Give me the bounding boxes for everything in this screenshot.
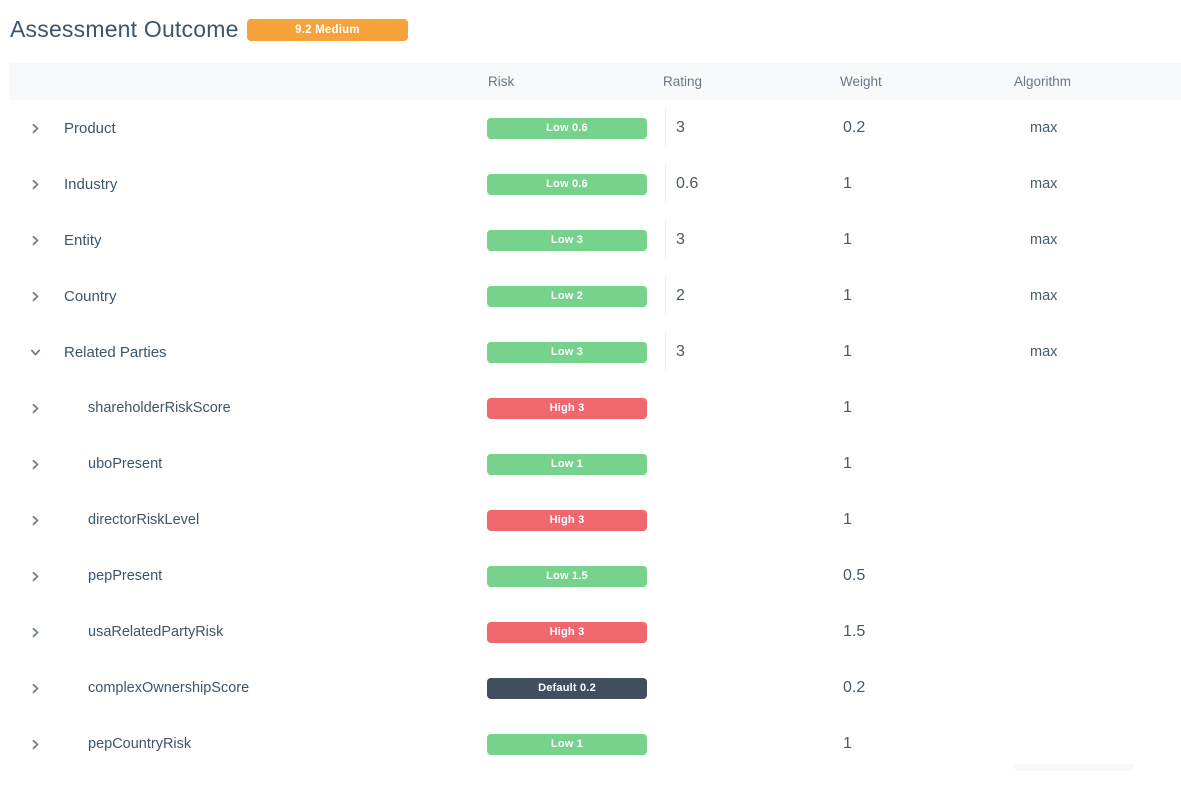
row-label: pepCountryRisk [88, 736, 192, 752]
table-row[interactable]: Entity Low 3 3 1 max [0, 212, 1181, 268]
row-label: Country [64, 287, 117, 305]
table-row[interactable]: Country Low 2 2 1 max [0, 268, 1181, 324]
expand-chevron-icon[interactable] [28, 345, 42, 359]
weight-value: 1 [843, 511, 852, 528]
expand-chevron-icon[interactable] [28, 233, 42, 247]
table-row[interactable]: Industry Low 0.6 0.6 1 max [0, 156, 1181, 212]
row-label: Industry [64, 175, 118, 193]
weight-value: 1 [843, 735, 852, 752]
column-header-weight: Weight [840, 74, 882, 89]
weight-value: 1.5 [843, 623, 866, 640]
risk-badge: Low 3 [487, 229, 647, 251]
expand-chevron-icon[interactable] [28, 401, 42, 415]
weight-value: 0.2 [843, 119, 866, 136]
overall-score-badge: 9.2 Medium [247, 19, 408, 41]
table-row[interactable]: pepPresent Low 1.5 0.5 [0, 548, 1181, 604]
table-row[interactable]: pepCountryRisk Low 1 1 [0, 716, 1181, 772]
rating-value: 3 [663, 324, 830, 380]
expand-chevron-icon[interactable] [28, 513, 42, 527]
rating-value: 3 [663, 100, 830, 156]
table-body: Product Low 0.6 3 0.2 max Industry Low 0… [0, 100, 1181, 772]
expand-chevron-icon[interactable] [28, 681, 42, 695]
table-row[interactable]: Related Parties Low 3 3 1 max [0, 324, 1181, 380]
row-label: Entity [64, 231, 102, 249]
risk-badge: Low 0.6 [487, 117, 647, 139]
table-row[interactable]: directorRiskLevel High 3 1 [0, 492, 1181, 548]
table-row[interactable]: usaRelatedPartyRisk High 3 1.5 [0, 604, 1181, 660]
expand-chevron-icon[interactable] [28, 737, 42, 751]
page-title: Assessment Outcome [10, 16, 239, 42]
column-header-rating: Rating [663, 74, 703, 89]
expand-chevron-icon[interactable] [28, 121, 42, 135]
expand-chevron-icon[interactable] [28, 457, 42, 471]
risk-badge: Low 1.5 [487, 565, 647, 587]
expand-chevron-icon[interactable] [28, 569, 42, 583]
rating-value [663, 716, 830, 772]
row-label: pepPresent [88, 568, 163, 584]
table-row[interactable]: uboPresent Low 1 1 [0, 436, 1181, 492]
risk-badge: Low 0.6 [487, 173, 647, 195]
weight-value: 1 [843, 231, 852, 248]
row-label: complexOwnershipScore [88, 680, 250, 696]
rating-value [663, 548, 830, 604]
weight-value: 1 [843, 343, 852, 360]
row-label: directorRiskLevel [88, 512, 200, 528]
expand-chevron-icon[interactable] [28, 177, 42, 191]
table-header-row: Risk Rating Weight Algorithm [0, 63, 1181, 100]
weight-value: 0.2 [843, 679, 866, 696]
algorithm-value: max [1030, 176, 1058, 192]
risk-badge: High 3 [487, 397, 647, 419]
weight-value: 1 [843, 455, 852, 472]
risk-badge: High 3 [487, 509, 647, 531]
algorithm-value: max [1030, 120, 1058, 136]
row-label: usaRelatedPartyRisk [88, 624, 224, 640]
weight-value: 1 [843, 175, 852, 192]
weight-value: 0.5 [843, 567, 866, 584]
risk-badge: Default 0.2 [487, 677, 647, 699]
rating-value [663, 380, 830, 436]
rating-value [663, 604, 830, 660]
rating-value [663, 660, 830, 716]
rating-value: 0.6 [663, 156, 830, 212]
assessment-table: Risk Rating Weight Algorithm Product Low… [0, 63, 1181, 772]
page-header: Assessment Outcome 9.2 Medium [0, 0, 1181, 63]
algorithm-value: max [1030, 288, 1058, 304]
risk-badge: Low 1 [487, 733, 647, 755]
risk-badge: Low 1 [487, 453, 647, 475]
column-header-risk: Risk [488, 74, 515, 89]
partial-row-placeholder [1014, 764, 1134, 771]
row-label: shareholderRiskScore [88, 400, 231, 416]
expand-chevron-icon[interactable] [28, 289, 42, 303]
row-label: Product [64, 119, 116, 137]
table-row[interactable]: Product Low 0.6 3 0.2 max [0, 100, 1181, 156]
table-row[interactable]: complexOwnershipScore Default 0.2 0.2 [0, 660, 1181, 716]
risk-badge: High 3 [487, 621, 647, 643]
rating-value: 2 [663, 268, 830, 324]
risk-badge: Low 3 [487, 341, 647, 363]
rating-value [663, 436, 830, 492]
row-label: Related Parties [64, 343, 167, 361]
column-header-algorithm: Algorithm [1014, 74, 1072, 89]
algorithm-value: max [1030, 344, 1058, 360]
rating-value [663, 492, 830, 548]
algorithm-value: max [1030, 232, 1058, 248]
row-label: uboPresent [88, 456, 163, 472]
table-row[interactable]: shareholderRiskScore High 3 1 [0, 380, 1181, 436]
expand-chevron-icon[interactable] [28, 625, 42, 639]
weight-value: 1 [843, 399, 852, 416]
weight-value: 1 [843, 287, 852, 304]
risk-badge: Low 2 [487, 285, 647, 307]
rating-value: 3 [663, 212, 830, 268]
